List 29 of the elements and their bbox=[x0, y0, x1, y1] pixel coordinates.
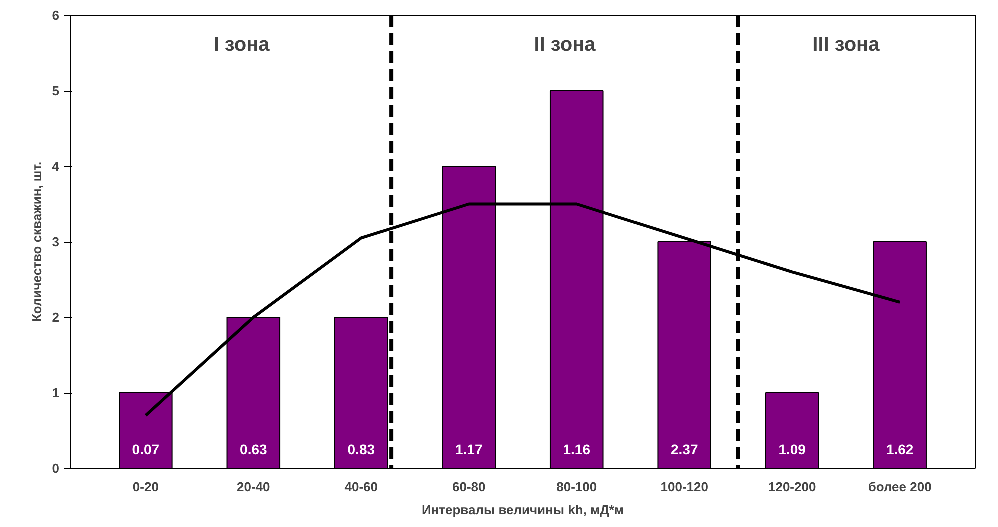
x-tick-label: 80-100 bbox=[556, 480, 598, 494]
annotation: 0.83 bbox=[348, 441, 376, 458]
x-tick-label: 40-60 bbox=[344, 480, 378, 494]
x-tick-label: 0-20 bbox=[132, 480, 159, 494]
y-tick-label: 3 bbox=[52, 234, 60, 250]
y-tick-label: 2 bbox=[52, 310, 60, 325]
y-tick-label: 5 bbox=[52, 84, 60, 98]
annotation: II зона bbox=[534, 34, 597, 56]
y-tick-label: 0 bbox=[52, 461, 60, 476]
y-axis-title: Количество скважин, шт. bbox=[29, 162, 44, 322]
annotation: III зона bbox=[812, 34, 881, 56]
annotation: I зона bbox=[214, 34, 271, 56]
bar bbox=[765, 392, 820, 468]
x-tick-label: 120-200 bbox=[768, 480, 816, 494]
annotation: 1.16 bbox=[563, 441, 591, 458]
x-axis-title: Интервалы величины kh, мД*м bbox=[422, 502, 624, 518]
annotation: 0.63 bbox=[240, 441, 268, 458]
x-tick-label: более 200 bbox=[868, 480, 932, 494]
annotation: 1.17 bbox=[456, 441, 483, 458]
annotation: 1.62 bbox=[886, 441, 914, 458]
x-tick-label: 60-80 bbox=[452, 480, 486, 494]
annotation: 0.07 bbox=[132, 441, 160, 458]
x-tick-label: 100-120 bbox=[660, 480, 708, 494]
y-tick-label: 4 bbox=[52, 159, 60, 174]
y-tick-label: 1 bbox=[52, 386, 60, 400]
x-tick-label: 20-40 bbox=[237, 480, 270, 494]
y-tick-label: 6 bbox=[52, 8, 60, 23]
annotation: 1.09 bbox=[778, 441, 806, 458]
annotation: 2.37 bbox=[670, 441, 698, 458]
